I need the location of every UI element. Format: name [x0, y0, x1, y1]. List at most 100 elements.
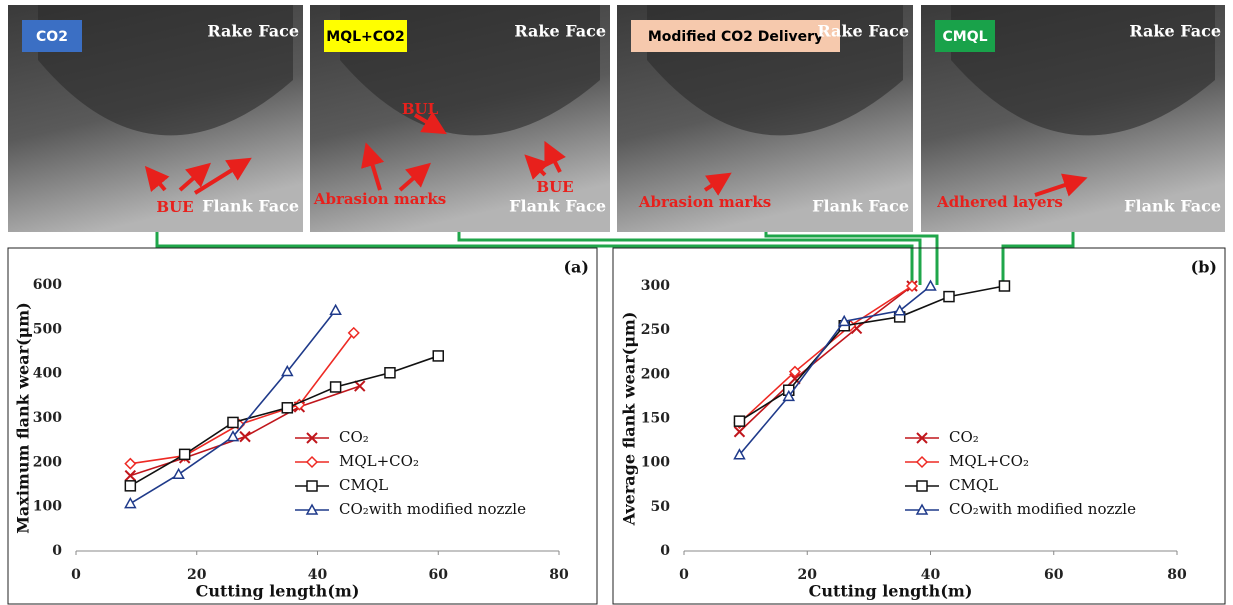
point-marker [227, 416, 239, 429]
y-tick-label: 600 [33, 277, 62, 293]
legend-marker [915, 503, 929, 515]
y-tick-label: 400 [33, 366, 62, 382]
legend-label: CO₂ [949, 428, 979, 446]
point-marker [226, 430, 240, 442]
y-tick-label: 300 [641, 278, 670, 294]
x-axis-title: Cutting length(m) [196, 582, 360, 601]
point-marker [347, 326, 360, 339]
point-marker [354, 380, 366, 392]
image-tag: Modified CO2 Delivery [648, 29, 823, 45]
legend-marker [305, 503, 319, 515]
series-line [739, 285, 1005, 422]
connectors [155, 232, 1075, 285]
image-tag: CMQL [942, 29, 987, 45]
legend-label: MQL+CO₂ [949, 452, 1029, 470]
point-marker [733, 426, 746, 438]
annotation-arrow [524, 154, 550, 180]
image-tag-bg [935, 20, 995, 52]
x-tick-label: 20 [798, 567, 818, 583]
x-tick-label: 40 [921, 567, 941, 583]
annotation: BUE [536, 178, 573, 196]
image-tag: MQL+CO2 [326, 29, 404, 45]
point-marker [281, 364, 294, 377]
point-marker [329, 303, 342, 316]
annotation-arrow [398, 162, 432, 192]
point-marker [733, 415, 746, 427]
x-axis-title: Cutting length(m) [809, 582, 973, 601]
point-marker [733, 448, 746, 460]
point-marker [788, 365, 801, 378]
point-marker [782, 389, 796, 402]
point-marker [329, 381, 342, 393]
flank-face-label: Flank Face [812, 197, 909, 216]
image-tag-bg [631, 20, 840, 52]
point-marker [172, 467, 185, 480]
y-tick-label: 200 [641, 366, 670, 382]
point-marker [124, 469, 137, 482]
y-tick-label: 100 [33, 499, 62, 515]
y-tick-label: 0 [660, 543, 670, 559]
annotation-arrow [178, 162, 212, 192]
annotation-arrow [144, 165, 170, 192]
rake-face-label: Rake Face [514, 22, 606, 41]
legend-marker [915, 455, 929, 469]
legend-label: CO₂with modified nozzle [949, 500, 1136, 518]
y-tick-label: 200 [33, 454, 62, 470]
wear-crater [38, 5, 293, 136]
y-tick-label: 250 [641, 322, 670, 338]
legend-marker [916, 432, 928, 444]
point-marker [124, 480, 137, 492]
flank-face-label: Flank Face [1124, 197, 1221, 216]
legend-marker [306, 432, 318, 444]
legend-label: CO₂with modified nozzle [339, 500, 526, 518]
legend-marker [306, 480, 318, 492]
annotation-arrow [413, 111, 447, 135]
annotation: BUL [402, 100, 439, 118]
wear-crater [951, 5, 1215, 136]
x-tick-label: 80 [1167, 567, 1187, 583]
point-marker [943, 290, 955, 303]
point-marker [178, 448, 191, 461]
point-marker [124, 457, 137, 470]
point-marker [384, 367, 396, 379]
point-marker [893, 304, 906, 316]
chart-frame [7, 247, 598, 605]
x-tick-label: 40 [308, 567, 328, 583]
point-marker [293, 398, 306, 411]
legend-label: CMQL [339, 476, 388, 494]
point-marker [998, 280, 1011, 292]
legend-marker [305, 455, 319, 469]
series-line [129, 309, 337, 505]
flank-face-label: Flank Face [202, 197, 299, 216]
legend-marker [916, 480, 928, 492]
annotation: Abrasion marks [313, 190, 446, 208]
point-marker [432, 350, 444, 362]
y-tick-label: 500 [33, 321, 62, 337]
point-marker [924, 279, 937, 291]
y-tick-label: 50 [651, 499, 671, 515]
flank-face-label: Flank Face [509, 197, 606, 216]
panel-label: (a) [563, 258, 589, 277]
y-tick-label: 300 [33, 410, 62, 426]
panel-label: (b) [1191, 258, 1217, 277]
point-marker [239, 430, 251, 443]
y-tick-label: 100 [641, 455, 670, 471]
image-tag: CO2 [36, 29, 68, 45]
series-line [130, 332, 355, 465]
annotation-arrow [1034, 173, 1088, 197]
y-tick-label: 0 [52, 543, 62, 559]
y-axis-title: Maximum flank wear(μm) [14, 302, 33, 534]
x-tick-label: 0 [71, 567, 81, 583]
x-tick-label: 20 [187, 567, 207, 583]
x-tick-label: 0 [679, 567, 689, 583]
series-line [738, 285, 913, 424]
annotation-arrow [361, 142, 385, 191]
y-axis-title: Average flank wear(μm) [620, 312, 639, 527]
annotation-arrow [544, 140, 566, 173]
chart-frame [612, 247, 1226, 605]
y-tick-label: 150 [641, 411, 670, 427]
legend-label: MQL+CO₂ [339, 452, 419, 470]
annotation: Abrasion marks [638, 193, 771, 211]
